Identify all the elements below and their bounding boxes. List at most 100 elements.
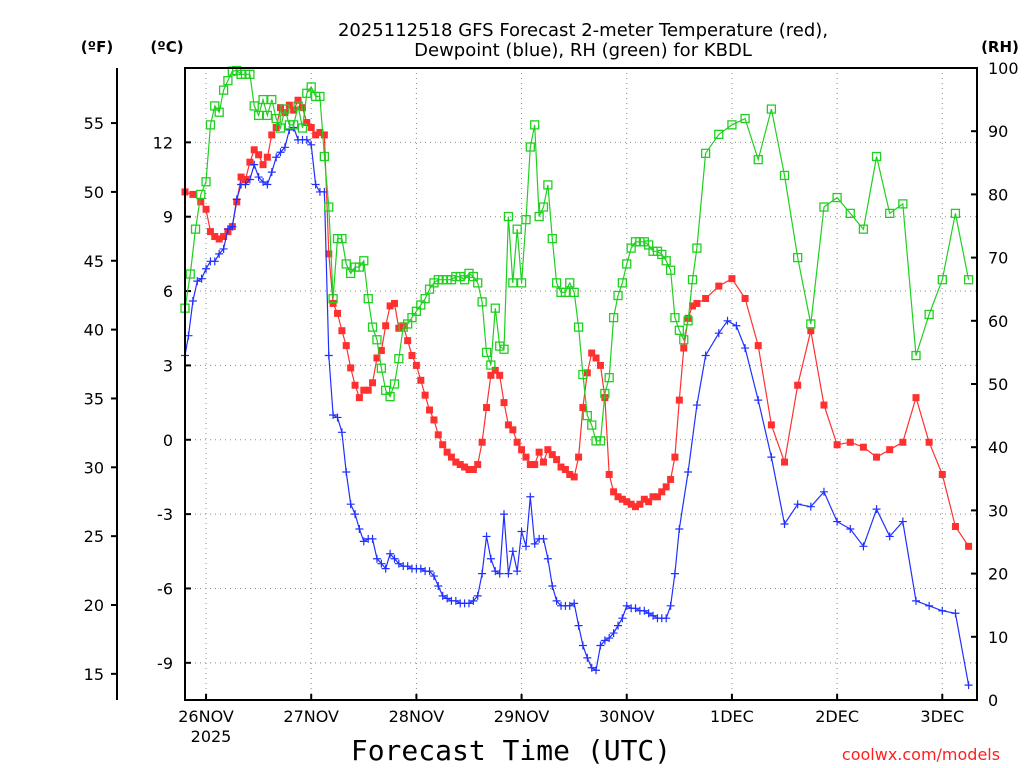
temperature-point [211, 233, 219, 241]
rh-tick-label: 30 [988, 501, 1008, 520]
rh-point [490, 303, 500, 313]
temperature-point [741, 294, 749, 302]
rh-point [473, 278, 483, 288]
dewpoint-point [911, 596, 920, 605]
dewpoint-point [202, 264, 211, 273]
dewpoint-point [885, 532, 894, 541]
temperature-point [610, 488, 618, 496]
temperature-point [965, 542, 973, 550]
rh-point [683, 316, 693, 326]
temperature-point [886, 446, 894, 454]
rh-point [845, 208, 855, 219]
temperature-point [487, 371, 495, 379]
temperature-point [588, 349, 596, 357]
dewpoint-point [670, 569, 679, 578]
dewpoint-point [666, 601, 675, 610]
temperature-point [728, 275, 736, 283]
dewpoint-point [583, 653, 592, 662]
fahrenheit-tick-label: 20 [84, 596, 104, 615]
rh-point [367, 322, 378, 332]
rh-point [525, 142, 535, 152]
rh-point [924, 309, 934, 320]
fahrenheit-tick-label: 30 [84, 458, 104, 477]
temperature-point [653, 493, 661, 501]
temperature-point [241, 176, 249, 184]
dewpoint-point [280, 143, 289, 152]
dewpoint-point [741, 344, 750, 353]
rh-point [727, 120, 737, 130]
rh-point [389, 379, 400, 389]
rh-point [253, 110, 264, 121]
dewpoint-point [276, 148, 285, 157]
dewpoint-point [692, 401, 701, 410]
dewpoint-point [806, 502, 815, 511]
dewpoint-point [416, 564, 425, 573]
temperature-point [715, 282, 723, 290]
temperature-point [807, 327, 815, 335]
dewpoint-point [381, 564, 390, 573]
temperature-point [794, 381, 802, 389]
dewpoint-point [833, 517, 842, 526]
temperature-point [662, 483, 670, 491]
rh-point [963, 275, 974, 285]
rh-point [885, 208, 895, 219]
dewpoint-point [403, 562, 412, 571]
temperature-point [417, 376, 425, 384]
rh-point [687, 275, 698, 285]
temperature-point [220, 233, 228, 241]
rh-point [600, 388, 610, 399]
dewpoint-point [846, 524, 855, 533]
rh-point [858, 224, 869, 234]
temperature-point [873, 453, 881, 461]
temperature-point [426, 406, 434, 414]
dewpoint-point [464, 599, 473, 608]
dewpoint-point [219, 244, 228, 253]
temperature-point [382, 322, 390, 330]
time-tick-label: 27NOV [283, 707, 339, 726]
temperature-point [570, 473, 578, 481]
temperature-point [631, 503, 639, 511]
rh-point [214, 107, 224, 117]
dewpoint-point [530, 539, 539, 548]
rh-point [534, 211, 544, 222]
temperature-point [658, 488, 666, 496]
dewpoint-point [228, 222, 237, 231]
temperature-point [237, 173, 245, 181]
temperature-point [509, 426, 517, 434]
temperature-point [404, 337, 412, 345]
dewpoint-point [259, 178, 268, 187]
temperature-point [360, 386, 368, 394]
rh-point [543, 180, 553, 190]
fahrenheit-tick-label: 40 [84, 321, 104, 340]
chart-title-line2: Dewpoint (blue), RH (green) for KBDL [414, 40, 752, 61]
temperature-point [465, 466, 473, 474]
temperature-point [325, 250, 333, 258]
x-axis-title: Forecast Time (UTC) [351, 734, 671, 767]
dewpoint-point [767, 453, 776, 462]
rh-point [185, 269, 195, 279]
temperature-point [531, 461, 539, 469]
rh-point [560, 287, 571, 298]
dewpoint-point [504, 569, 513, 578]
rh-point [521, 215, 531, 225]
temperature-point [202, 205, 210, 213]
temperature-point [408, 351, 416, 359]
dewpoint-point [223, 225, 232, 234]
rh-point [376, 363, 387, 373]
dewpoint-point [372, 554, 381, 563]
temperature-point [189, 190, 197, 198]
dewpoint-point [640, 606, 649, 615]
celsius-tick-label: -3 [157, 505, 173, 524]
dewpoint-point [329, 410, 338, 419]
rh-point [196, 189, 206, 200]
temperature-point [614, 493, 622, 501]
dewpoint-point [780, 520, 789, 529]
temperature-point [316, 128, 324, 136]
dewpoint-point [592, 666, 601, 675]
rh-point [871, 151, 882, 162]
dewpoint-point [210, 257, 219, 266]
rh-point [714, 129, 724, 140]
rh-point [363, 294, 373, 304]
temperature-point [197, 198, 205, 206]
